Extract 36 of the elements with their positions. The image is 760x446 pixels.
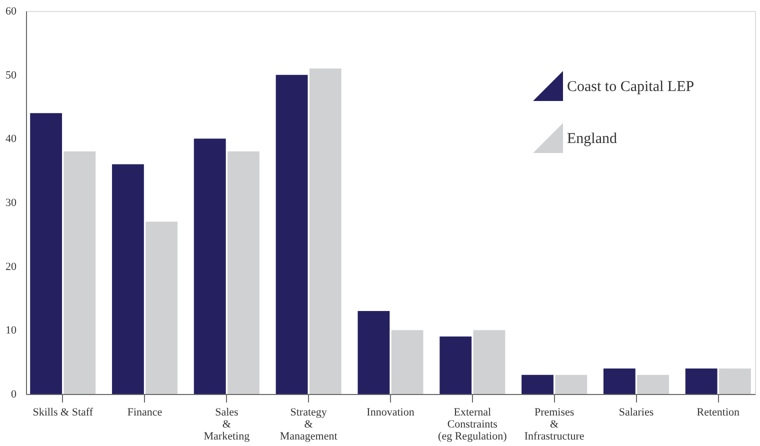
y-tick-label: 0 (11, 388, 17, 400)
x-tick-label: Retention (696, 406, 740, 418)
bar (603, 368, 636, 394)
bar (522, 374, 554, 394)
y-tick-label: 20 (6, 260, 17, 273)
y-tick-label: 40 (6, 133, 17, 146)
bar (473, 330, 506, 394)
legend-label: England (567, 131, 618, 147)
bar (391, 330, 424, 394)
legend-label: Coast to Capital LEP (567, 79, 694, 95)
bar (440, 336, 472, 394)
y-tick-label: 30 (6, 197, 17, 209)
bar (194, 138, 226, 394)
x-tick-label: Strategy & Management (280, 406, 338, 442)
bar (685, 368, 718, 394)
x-tick-label: Premises & Infrastructure (524, 406, 584, 442)
bar (718, 368, 751, 394)
bar (276, 74, 308, 394)
x-tick-label: Finance (127, 406, 162, 418)
bar (555, 374, 588, 394)
bar (228, 151, 260, 394)
x-tick-label: Sales & Marketing (204, 406, 250, 442)
x-tick-label: Innovation (366, 406, 415, 418)
x-tick-label: External Constraints (eg Regulation) (438, 406, 508, 442)
y-tick-label: 10 (6, 324, 17, 337)
y-tick-label: 60 (6, 6, 17, 18)
bar (637, 374, 669, 394)
bar (146, 222, 178, 394)
y-tick-label: 50 (6, 69, 17, 82)
x-tick-label: Salaries (618, 406, 654, 418)
bar (30, 113, 62, 394)
bar (309, 68, 342, 394)
bar (64, 151, 96, 394)
x-tick-label: Skills & Staff (32, 406, 94, 418)
bar (112, 164, 144, 394)
bar (358, 311, 390, 394)
